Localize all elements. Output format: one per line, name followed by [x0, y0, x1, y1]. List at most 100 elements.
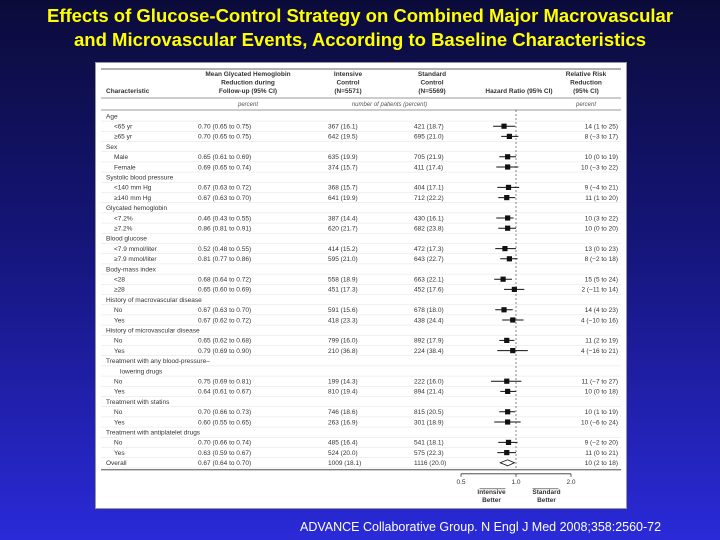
group-label: Age: [106, 113, 118, 120]
hr-point: [510, 317, 516, 323]
intensive-value: 799 (16.0): [328, 338, 358, 345]
intensive-value: 368 (15.7): [328, 185, 358, 192]
row-label: Male: [114, 154, 128, 161]
hba1c-value: 0.65 (0.60 to 0.69): [198, 287, 251, 294]
header-rrr: Relative Risk: [566, 71, 607, 78]
group-label: Body-mass index: [106, 266, 157, 273]
hba1c-value: 0.65 (0.62 to 0.68): [198, 338, 251, 345]
header-standard: Standard: [418, 71, 446, 78]
hba1c-value: 0.70 (0.65 to 0.75): [198, 134, 251, 141]
hr-point: [506, 256, 512, 262]
hr-point: [505, 439, 512, 445]
header-intensive: Control: [336, 79, 359, 86]
rrr-value: 10 (0 to 20): [585, 226, 618, 233]
hr-point: [501, 307, 507, 313]
intensive-value: 746 (18.6): [328, 409, 358, 416]
rrr-value: 10 (2 to 18): [585, 460, 618, 467]
intensive-value: 263 (16.9): [328, 419, 358, 426]
header-hba1c: Follow-up (95% CI): [219, 88, 277, 95]
header-rrr: (95% CI): [573, 88, 599, 95]
row-label: <7.2%: [114, 215, 133, 222]
intensive-value: 595 (21.0): [328, 256, 358, 263]
hba1c-value: 0.70 (0.65 to 0.75): [198, 124, 251, 131]
standard-value: 452 (17.6): [414, 287, 444, 294]
standard-value: 1116 (20.0): [414, 460, 446, 467]
standard-value: 712 (22.2): [414, 195, 444, 202]
citation: ADVANCE Collaborative Group. N Engl J Me…: [300, 520, 662, 534]
hba1c-value: 0.67 (0.63 to 0.72): [198, 185, 251, 192]
row-label: Yes: [114, 317, 125, 324]
standard-value: 682 (23.8): [414, 226, 444, 233]
intensive-value: 387 (14.4): [328, 215, 358, 222]
standard-value: 575 (22.3): [414, 450, 444, 457]
rrr-value: 15 (5 to 24): [585, 277, 618, 284]
hba1c-value: 0.52 (0.48 to 0.55): [198, 246, 251, 253]
hr-point: [504, 195, 510, 201]
intensive-value: 620 (21.7): [328, 226, 358, 233]
row-label: ≥28: [114, 287, 125, 294]
hr-point: [510, 348, 516, 354]
hba1c-value: 0.63 (0.59 to 0.67): [198, 450, 251, 457]
hr-point: [505, 184, 512, 190]
x-tick-label: 2.0: [566, 479, 575, 486]
header-characteristic: Characteristic: [106, 88, 150, 95]
title-line-1: Effects of Glucose-Control Strategy on C…: [46, 5, 674, 26]
header-intensive: (N=5571): [334, 88, 361, 95]
intensive-value: 210 (36.8): [328, 348, 358, 355]
row-label: No: [114, 307, 123, 314]
rrr-value: 10 (3 to 22): [585, 215, 618, 222]
hba1c-value: 0.75 (0.69 to 0.81): [198, 379, 251, 386]
intensive-value: 1009 (18.1): [328, 460, 361, 467]
row-label: ≥7.2%: [114, 226, 133, 233]
intensive-value: 524 (20.0): [328, 450, 358, 457]
unit-hba1c: percent: [237, 102, 258, 108]
row-label: No: [114, 338, 123, 345]
row-label: ≥65 yr: [114, 134, 133, 141]
rrr-value: 10 (−6 to 24): [581, 419, 618, 426]
hba1c-value: 0.67 (0.63 to 0.70): [198, 307, 251, 314]
row-label: ≥140 mm Hg: [114, 195, 152, 202]
row-label: Yes: [114, 389, 125, 396]
intensive-value: 591 (15.6): [328, 307, 358, 314]
header-intensive: Intensive: [334, 71, 363, 78]
row-label: Yes: [114, 450, 125, 457]
intensive-value: 414 (15.2): [328, 246, 358, 253]
standard-value: 421 (18.7): [414, 124, 444, 131]
rrr-value: 10 (0 to 18): [585, 389, 618, 396]
rrr-value: 4 (−16 to 21): [581, 348, 618, 355]
row-label: ≥7.9 mmol/liter: [114, 256, 157, 263]
hba1c-value: 0.81 (0.77 to 0.86): [198, 256, 251, 263]
row-label: Yes: [114, 419, 125, 426]
rrr-value: 8 (−3 to 17): [585, 134, 618, 141]
hba1c-value: 0.67 (0.62 to 0.72): [198, 317, 251, 324]
hba1c-value: 0.67 (0.63 to 0.70): [198, 195, 251, 202]
row-label: Overall: [106, 460, 127, 467]
unit-patients: number of patients (percent): [352, 102, 427, 108]
rrr-value: 10 (0 to 19): [585, 154, 618, 161]
row-label: Female: [114, 164, 136, 171]
row-label: No: [114, 440, 123, 447]
standard-value: 892 (17.9): [414, 338, 444, 345]
header-rrr: Reduction: [570, 79, 602, 86]
intensive-value: 635 (19.9): [328, 154, 358, 161]
intensive-value: 199 (14.3): [328, 379, 358, 386]
hba1c-value: 0.70 (0.66 to 0.73): [198, 409, 251, 416]
standard-value: 404 (17.1): [414, 185, 444, 192]
hba1c-value: 0.46 (0.43 to 0.55): [198, 215, 251, 222]
rrr-value: 10 (−3 to 22): [581, 164, 618, 171]
group-label: History of microvascular disease: [106, 328, 200, 335]
hr-point: [500, 276, 506, 282]
axis-label-intensive-better: Better: [482, 497, 501, 504]
row-label: Yes: [114, 348, 125, 355]
axis-label-standard-better: Standard: [532, 489, 560, 496]
intensive-value: 642 (19.5): [328, 134, 358, 141]
standard-value: 678 (18.0): [414, 307, 444, 314]
hr-point: [505, 215, 511, 221]
intensive-value: 641 (19.9): [328, 195, 358, 202]
group-label: History of macrovascular disease: [106, 297, 202, 304]
group-label: Treatment with antiplatelet drugs: [106, 430, 201, 437]
hr-point: [505, 225, 511, 231]
hr-point: [504, 378, 510, 384]
rrr-value: 14 (4 to 23): [585, 307, 618, 314]
rrr-value: 14 (1 to 25): [585, 124, 618, 131]
